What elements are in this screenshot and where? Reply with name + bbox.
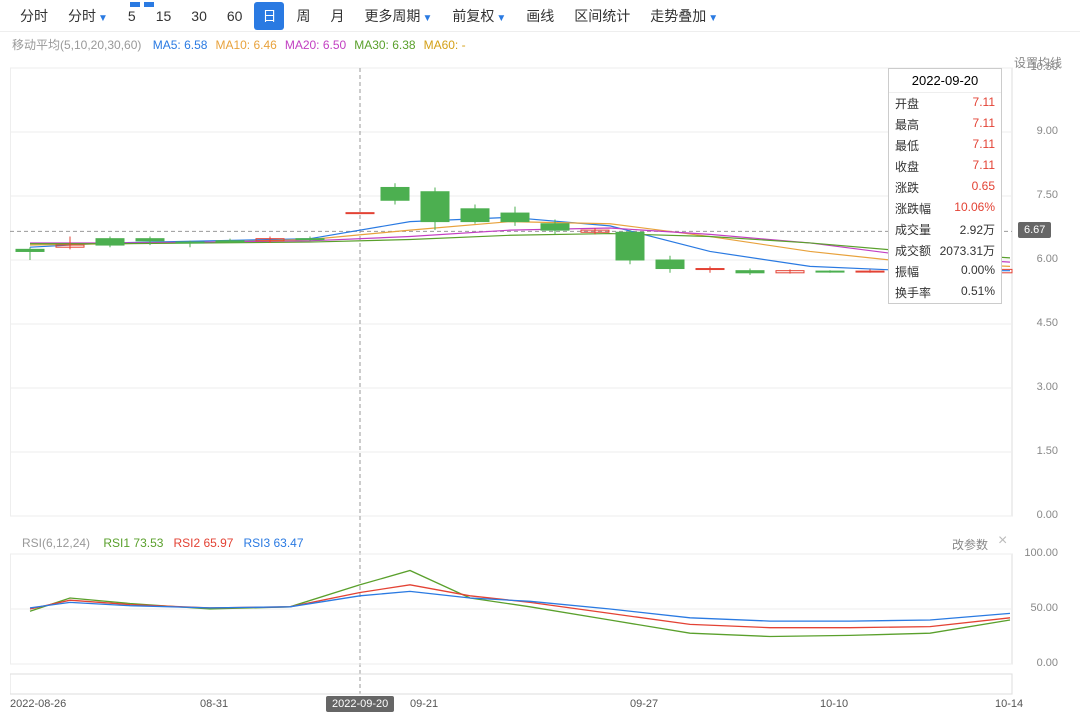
toolbar-0[interactable]: 分时 xyxy=(12,2,56,30)
y-axis-label: 6.00 xyxy=(1018,253,1058,265)
tooltip-row: 涨跌幅10.06% xyxy=(889,198,1001,219)
tooltip-row: 成交量2.92万 xyxy=(889,219,1001,240)
y-axis-label: 10.50 xyxy=(1018,61,1058,73)
toolbar-13[interactable]: 走势叠加▼ xyxy=(642,2,726,30)
ma-prefix: 移动平均(5,10,20,30,60) xyxy=(12,38,141,52)
y-axis-label: 7.50 xyxy=(1018,189,1058,201)
x-axis-label: 09-21 xyxy=(410,698,438,710)
rsi-item: RSI1 73.53 xyxy=(103,536,163,550)
y-axis-label: 0.00 xyxy=(1018,509,1058,521)
toolbar-10[interactable]: 前复权▼ xyxy=(444,2,514,30)
y-axis-label: 3.00 xyxy=(1018,381,1058,393)
tooltip-row: 开盘7.11 xyxy=(889,93,1001,114)
rsi-y-label: 50.00 xyxy=(1018,602,1058,614)
x-axis-label: 2022-08-26 xyxy=(10,698,66,710)
x-axis-label: 08-31 xyxy=(200,698,228,710)
x-axis-label: 10-14 xyxy=(995,698,1023,710)
toolbar-12[interactable]: 区间统计 xyxy=(566,2,638,30)
toolbar-5[interactable]: 60 xyxy=(219,4,251,28)
toolbar-4[interactable]: 30 xyxy=(183,4,215,28)
rsi-y-label: 0.00 xyxy=(1018,657,1058,669)
ohlc-tooltip: 2022-09-20 开盘7.11最高7.11最低7.11收盘7.11涨跌0.6… xyxy=(888,68,1002,304)
tooltip-row: 最低7.11 xyxy=(889,135,1001,156)
ma-item: MA10: 6.46 xyxy=(215,38,276,52)
tooltip-row: 成交额2073.31万 xyxy=(889,240,1001,261)
x-axis-label: 09-27 xyxy=(630,698,658,710)
tooltip-row: 换手率0.51% xyxy=(889,282,1001,303)
ma-item: MA60: - xyxy=(424,38,466,52)
chart-toolbar: 分时分时▼ 5153060日周月更多周期▼前复权▼画线区间统计走势叠加▼ xyxy=(0,0,1080,32)
tick-indicator xyxy=(122,2,162,8)
rsi-close-icon[interactable]: × xyxy=(998,532,1007,550)
y-axis-label: 9.00 xyxy=(1018,125,1058,137)
rsi-change-params[interactable]: 改参数 xyxy=(952,536,988,553)
crosshair-date-badge: 2022-09-20 xyxy=(326,696,394,712)
ma-item: MA30: 6.38 xyxy=(354,38,415,52)
rsi-y-label: 100.00 xyxy=(1018,547,1058,559)
crosshair-price-badge: 6.67 xyxy=(1018,222,1051,238)
toolbar-8[interactable]: 月 xyxy=(322,2,352,30)
toolbar-6[interactable]: 日 xyxy=(254,2,284,30)
tooltip-row: 涨跌0.65 xyxy=(889,177,1001,198)
ma-item: MA20: 6.50 xyxy=(285,38,346,52)
y-axis-label: 1.50 xyxy=(1018,445,1058,457)
rsi-legend: RSI(6,12,24) RSI1 73.53 RSI2 65.97 RSI3 63… xyxy=(22,536,314,550)
toolbar-7[interactable]: 周 xyxy=(288,2,318,30)
tooltip-row: 最高7.11 xyxy=(889,114,1001,135)
ma-item: MA5: 6.58 xyxy=(153,38,208,52)
rsi-item: RSI2 65.97 xyxy=(173,536,233,550)
toolbar-11[interactable]: 画线 xyxy=(518,2,562,30)
tooltip-row: 收盘7.11 xyxy=(889,156,1001,177)
x-axis-label: 10-10 xyxy=(820,698,848,710)
tooltip-date: 2022-09-20 xyxy=(889,69,1001,93)
rsi-prefix: RSI(6,12,24) xyxy=(22,536,90,550)
toolbar-9[interactable]: 更多周期▼ xyxy=(356,2,440,30)
y-axis-label: 4.50 xyxy=(1018,317,1058,329)
tooltip-row: 振幅0.00% xyxy=(889,261,1001,282)
rsi-item: RSI3 63.47 xyxy=(243,536,303,550)
toolbar-1[interactable]: 分时▼ xyxy=(60,2,116,30)
